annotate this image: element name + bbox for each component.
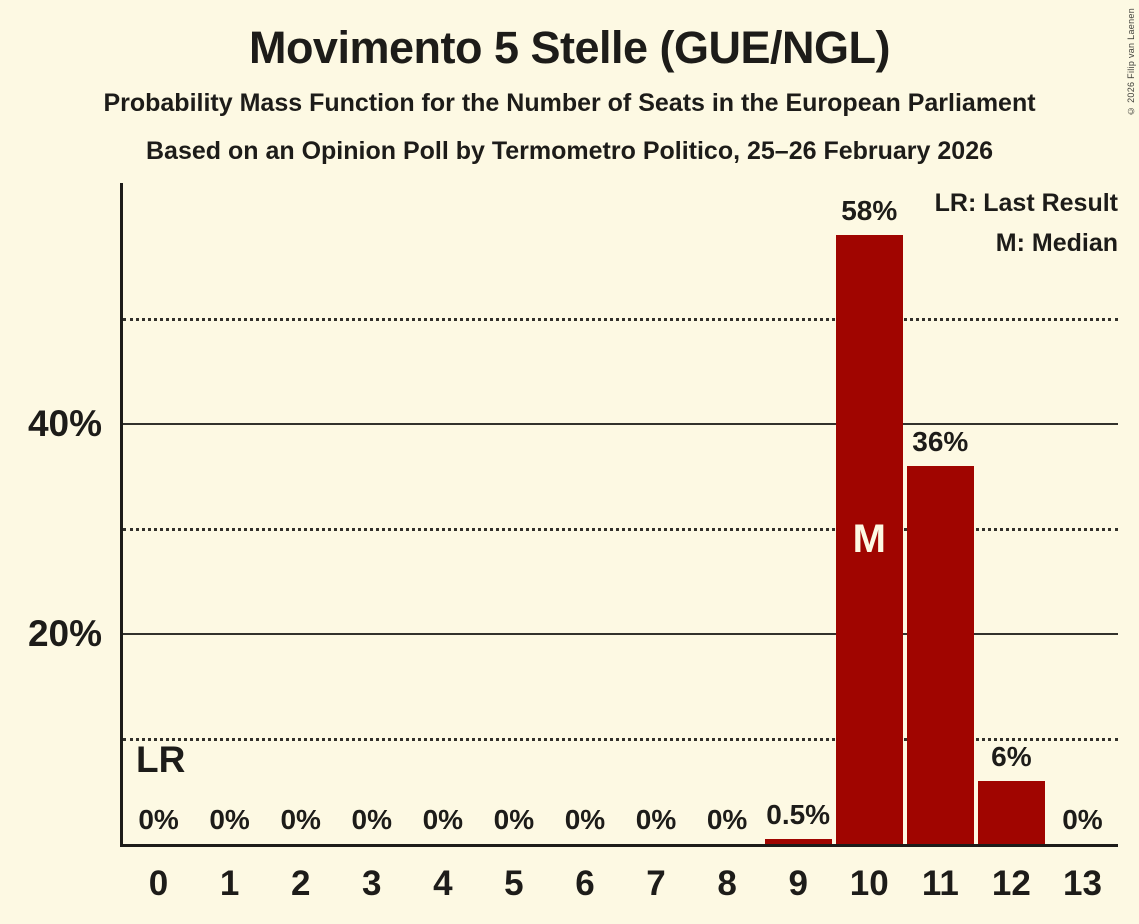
gridline-dotted-50pct [123,317,1118,321]
chart-subtitle: Probability Mass Function for the Number… [103,89,1036,117]
x-axis-label-11: 11 [921,864,959,903]
gridline-dotted-10pct [123,737,1118,741]
x-axis-label-7: 7 [646,864,666,903]
y-axis-label-20pct: 20% [27,613,102,655]
value-label-seat-4: 0% [422,804,464,835]
gridline-dotted-30pct [123,527,1118,531]
chart-source-subtitle: Based on an Opinion Poll by Termometro P… [146,137,993,165]
x-axis-label-4: 4 [433,864,453,903]
x-axis-label-5: 5 [504,864,524,903]
value-label-seat-1: 0% [209,804,250,835]
legend-last-result: LR: Last Result [934,189,1118,217]
x-axis-label-8: 8 [717,864,737,903]
median-marker: M [852,517,886,562]
gridline-solid-40pct [123,423,1118,426]
value-label-seat-0: 0% [138,804,179,835]
x-axis-label-2: 2 [290,864,311,903]
value-label-seat-12: 6% [991,741,1032,773]
bar-seat-12 [977,781,1045,844]
x-axis-label-10: 10 [849,864,889,903]
chart-title: Movimento 5 Stelle (GUE/NGL) [248,22,891,73]
value-label-seat-10: 58% [841,195,898,227]
value-label-seat-7: 0% [635,804,677,835]
x-axis-label-1: 1 [219,864,240,903]
legend-median: M: Median [995,229,1118,257]
bar-seat-11 [906,466,974,844]
copyright-notice: © 2026 Filip van Laenen [1126,8,1136,116]
last-result-label: LR [136,739,186,780]
value-label-seat-8: 0% [706,804,748,835]
bar-seat-9 [764,838,832,844]
value-label-seat-2: 0% [280,804,321,835]
x-axis-label-3: 3 [362,864,382,903]
plot-area: 0% 0% 0% 0% 0% 0% 0% 0% 0% 0.5% M 58% 36% 6% 0% LR [120,183,1118,847]
value-label-seat-6: 0% [564,804,606,835]
x-axis-label-9: 9 [788,864,808,903]
value-label-seat-9: 0.5% [766,798,831,830]
value-label-seat-13: 0% [1062,804,1103,835]
gridline-solid-20pct [123,633,1118,636]
x-axis-label-13: 13 [1062,864,1102,903]
x-axis-label-12: 12 [991,864,1031,903]
x-axis-label-6: 6 [575,864,595,903]
legend: LR: Last Result M: Median [935,183,1118,263]
x-axis-label-0: 0 [148,864,169,903]
value-label-seat-5: 0% [493,804,535,835]
bar-seat-10: M [835,235,903,844]
y-axis-label-40pct: 40% [27,403,102,445]
value-label-seat-11: 36% [912,426,969,458]
value-label-seat-3: 0% [351,804,392,835]
